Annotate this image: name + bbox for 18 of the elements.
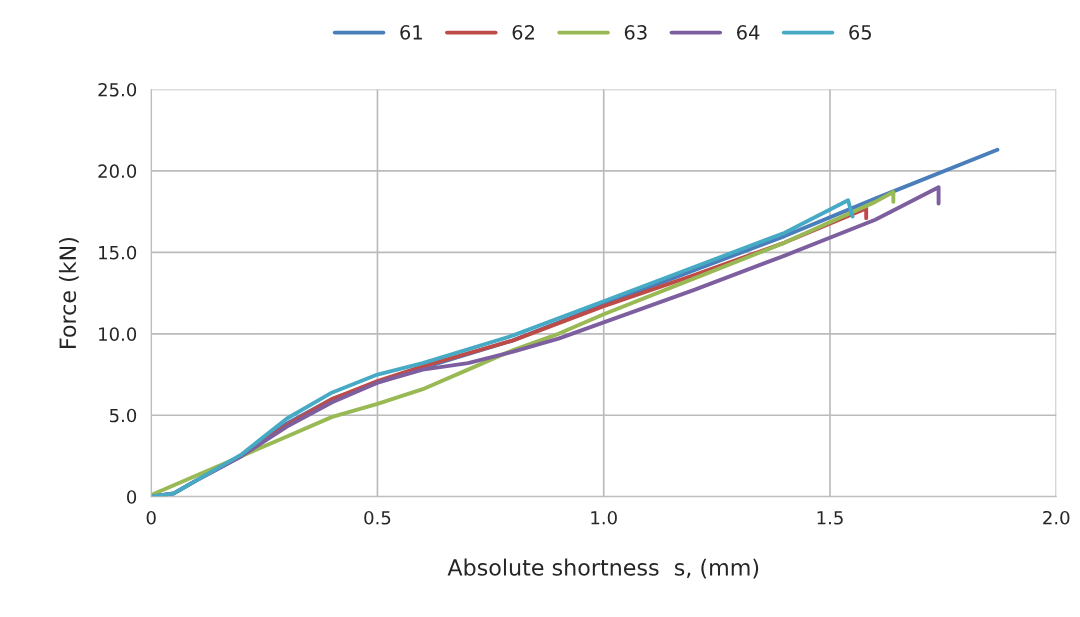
legend-label: 65	[849, 24, 871, 40]
y-tick-label: 5.0	[109, 408, 137, 423]
legend-label: 64	[737, 24, 760, 40]
y-tick-label: 20.0	[98, 164, 137, 179]
y-tick-label: 0	[127, 490, 137, 504]
x-tick-label: 2.0	[1043, 510, 1070, 525]
legend-label: 63	[624, 24, 647, 40]
y-tick-label: 15.0	[99, 245, 137, 260]
y-axis-title: Force (kN)	[58, 237, 79, 348]
x-tick-label: 1.0	[591, 510, 617, 525]
legend-label: 61	[400, 24, 422, 40]
x-axis-title: Absolute shortness s, (mm)	[447, 558, 759, 579]
y-tick-label: 25.0	[98, 82, 137, 97]
x-tick-label: 0.5	[364, 510, 391, 525]
x-tick-label: 0	[146, 510, 156, 525]
legend-label: 62	[512, 24, 534, 40]
y-tick-label: 10.0	[99, 327, 137, 341]
x-tick-label: 1.5	[817, 511, 843, 525]
